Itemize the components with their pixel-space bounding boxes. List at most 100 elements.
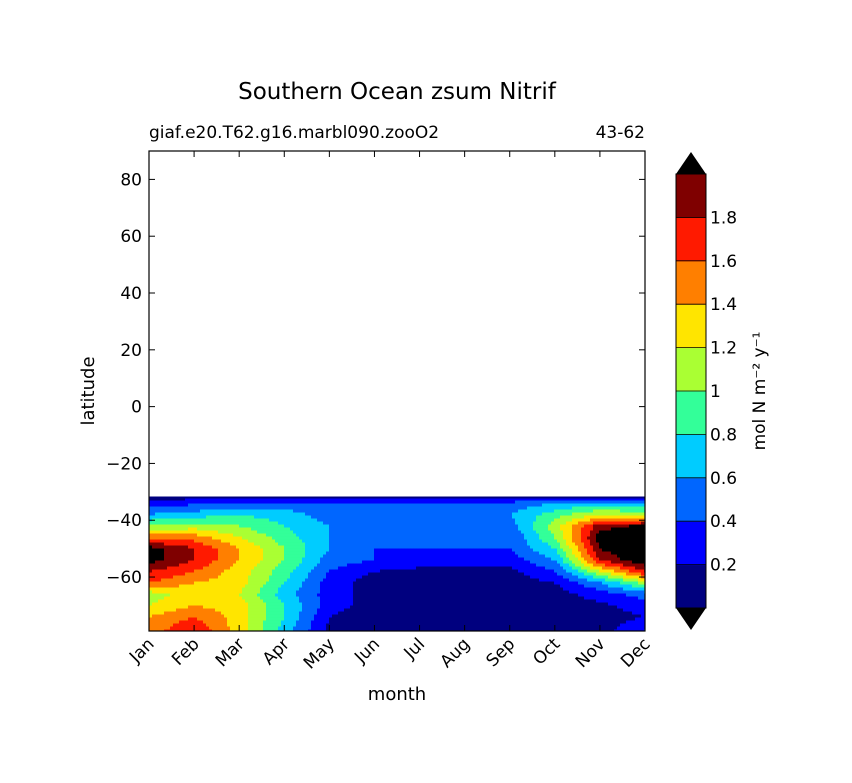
contour-cell [599, 506, 603, 511]
contour-cell [371, 548, 375, 553]
contour-cell [149, 539, 153, 544]
contour-cell [638, 569, 642, 574]
contour-cell [215, 518, 219, 523]
contour-cell [278, 551, 282, 556]
contour-cell [449, 515, 453, 520]
contour-cell [173, 542, 177, 547]
contour-cell [431, 512, 435, 517]
contour-cell [521, 518, 525, 523]
contour-cell [209, 503, 213, 508]
contour-cell [218, 503, 222, 508]
contour-cell [578, 575, 582, 580]
contour-cell [491, 518, 495, 523]
contour-cell [374, 539, 378, 544]
contour-cell [464, 581, 468, 586]
contour-cell [596, 584, 600, 589]
contour-cell [347, 563, 351, 568]
contour-cell [635, 560, 639, 565]
contour-cell [485, 521, 489, 526]
contour-cell [422, 527, 426, 532]
contour-cell [239, 533, 243, 538]
contour-cell [581, 515, 585, 520]
contour-cell [479, 575, 483, 580]
contour-cell [197, 536, 201, 541]
contour-cell [575, 527, 579, 532]
contour-cell [257, 527, 261, 532]
contour-cell [410, 533, 414, 538]
contour-cell [476, 524, 480, 529]
contour-cell [155, 536, 159, 541]
contour-cell [578, 533, 582, 538]
contour-cell [467, 545, 471, 550]
contour-cell [497, 563, 501, 568]
contour-cell [440, 578, 444, 583]
contour-cell [383, 548, 387, 553]
contour-cell [431, 575, 435, 580]
contour-cell [161, 539, 165, 544]
contour-cell [563, 557, 567, 562]
contour-cell [587, 503, 591, 508]
contour-cell [332, 569, 336, 574]
contour-cell [536, 560, 540, 565]
contour-cell [626, 521, 630, 526]
contour-cell [284, 542, 288, 547]
contour-cell [638, 581, 642, 586]
contour-cell [251, 569, 255, 574]
contour-cell [344, 554, 348, 559]
contour-cell [551, 554, 555, 559]
contour-cell [305, 533, 309, 538]
contour-cell [539, 509, 543, 514]
contour-cell [242, 545, 246, 550]
contour-cell [167, 569, 171, 574]
contour-cell [158, 551, 162, 556]
contour-cell [332, 542, 336, 547]
contour-cell [236, 581, 240, 586]
contour-cell [164, 575, 168, 580]
contour-cell [437, 575, 441, 580]
contour-cell [590, 545, 594, 550]
contour-cell [536, 503, 540, 508]
contour-cell [254, 515, 258, 520]
contour-cell [155, 551, 159, 556]
contour-cell [389, 575, 393, 580]
contour-cell [422, 581, 426, 586]
contour-cell [527, 539, 531, 544]
contour-cell [272, 560, 276, 565]
contour-cell [284, 560, 288, 565]
contour-cell [194, 521, 198, 526]
contour-cell [437, 584, 441, 589]
contour-cell [602, 521, 606, 526]
contour-cell [158, 539, 162, 544]
contour-cell [191, 557, 195, 562]
contour-cell [221, 545, 225, 550]
contour-cell [167, 530, 171, 535]
contour-cell [272, 503, 276, 508]
contour-cell [518, 533, 522, 538]
contour-cell [251, 503, 255, 508]
contour-cell [521, 539, 525, 544]
contour-cell [209, 584, 213, 589]
contour-cell [149, 584, 153, 589]
contour-cell [641, 509, 645, 514]
contour-cell [473, 554, 477, 559]
contour-cell [578, 554, 582, 559]
contour-cell [317, 524, 321, 529]
contour-cell [521, 530, 525, 535]
contour-cell [551, 515, 555, 520]
contour-cell [155, 509, 159, 514]
contour-cell [632, 563, 636, 568]
contour-cell [398, 545, 402, 550]
contour-cell [371, 575, 375, 580]
contour-cell [326, 536, 330, 541]
contour-cell [578, 524, 582, 529]
contour-cell [296, 506, 300, 511]
contour-cell [518, 536, 522, 541]
contour-cell [308, 518, 312, 523]
contour-cell [347, 554, 351, 559]
contour-cell [461, 497, 465, 502]
contour-cell [560, 542, 564, 547]
contour-cell [362, 560, 366, 565]
contour-cell [545, 545, 549, 550]
contour-cell [545, 506, 549, 511]
contour-cell [548, 512, 552, 517]
